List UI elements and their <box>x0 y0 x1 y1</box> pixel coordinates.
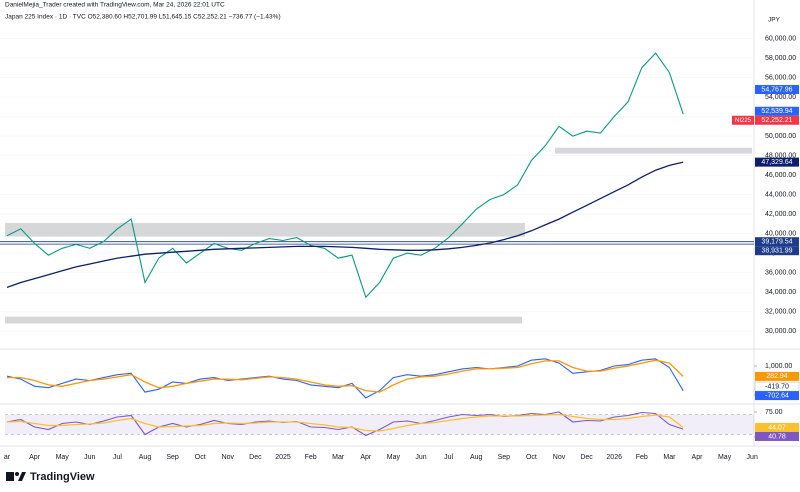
y-tick-label: 1,000.00 <box>765 363 792 370</box>
symbol-tag-label: NI225 <box>735 118 752 124</box>
x-tick-label: May <box>718 454 732 461</box>
price-tag <box>755 115 799 125</box>
price-tag <box>755 371 799 381</box>
price-tag-label: -702.64 <box>765 392 789 399</box>
price-tag <box>755 422 799 432</box>
y-tick-label: 56,000.00 <box>765 74 796 81</box>
x-tick-label: Jul <box>444 454 453 461</box>
series-line <box>6 413 684 432</box>
y-tick-label: 36,000.00 <box>765 270 796 277</box>
x-tick-label: May <box>56 454 70 461</box>
price-tag-label: 52,539.94 <box>761 108 792 115</box>
y-tick-label: 48,000.00 <box>765 152 796 159</box>
x-tick-label: Mar <box>663 454 676 461</box>
price-tag <box>755 106 799 116</box>
zone <box>5 316 522 324</box>
price-tag-label: 40.78 <box>768 433 786 440</box>
price-tag-label: 282.94 <box>766 373 788 380</box>
price-tag-label: 39,179.54 <box>761 239 792 246</box>
price-tag-label: 54,767.96 <box>761 86 792 93</box>
x-tick-label: Jun <box>747 454 758 461</box>
x-tick-label: 2025 <box>275 454 291 461</box>
x-tick-label: Jun <box>415 454 426 461</box>
price-tag <box>755 85 799 95</box>
y-tick-label: 54,000.00 <box>765 94 796 101</box>
x-tick-label: Nov <box>222 454 235 461</box>
x-tick-label: Apr <box>29 454 41 461</box>
y-tick-label: 32,000.00 <box>765 309 796 316</box>
x-tick-label: Apr <box>360 454 372 461</box>
y-tick-label: 58,000.00 <box>765 55 796 62</box>
y-tick-label: 34,000.00 <box>765 289 796 296</box>
y-tick-label: 75.00 <box>765 409 783 416</box>
logo: TradingView <box>6 471 95 483</box>
x-tick-label: Aug <box>139 454 152 461</box>
series-line <box>6 411 684 437</box>
price-tag <box>755 431 799 441</box>
x-tick-label: Sep <box>498 454 511 461</box>
x-tick-label: Oct <box>526 454 537 461</box>
price-tag <box>755 246 799 256</box>
price-tag <box>755 391 799 401</box>
price-tag-label: 38,931.99 <box>761 248 792 255</box>
x-tick-label: Jun <box>84 454 95 461</box>
x-tick-label: 2026 <box>606 454 622 461</box>
series-line <box>6 52 684 299</box>
y-tick-label: 30,000.00 <box>765 328 796 335</box>
x-tick-label: Feb <box>636 454 648 461</box>
price-tag-label: -419.70 <box>765 383 789 390</box>
x-tick-label: Dec <box>249 454 262 461</box>
x-tick-label: Jul <box>113 454 122 461</box>
x-tick-label: ar <box>4 454 11 461</box>
price-tag <box>755 157 799 167</box>
y-tick-label: 42,000.00 <box>765 211 796 218</box>
x-tick-label: Aug <box>470 454 483 461</box>
y-tick-label: 44,000.00 <box>765 191 796 198</box>
x-tick-label: Feb <box>305 454 317 461</box>
currency: JPY <box>768 17 781 24</box>
x-tick-label: Apr <box>692 454 704 461</box>
y-tick-label: 46,000.00 <box>765 172 796 179</box>
x-tick-label: May <box>387 454 401 461</box>
rsi-band <box>5 414 754 435</box>
zone <box>555 147 752 154</box>
price-tag <box>755 237 799 247</box>
series-line <box>7 359 684 393</box>
symbol-tag <box>732 115 754 125</box>
price-tag-label: 44.07 <box>768 424 786 431</box>
x-tick-label: Mar <box>332 454 345 461</box>
x-tick-label: Sep <box>166 454 179 461</box>
y-tick-label: 40,000.00 <box>765 231 796 238</box>
y-tick-label: 60,000.00 <box>765 35 796 42</box>
credit: DanielMejia_Trader created with TradingV… <box>5 2 225 9</box>
x-tick-label: Nov <box>553 454 566 461</box>
y-tick-label: 50,000.00 <box>765 133 796 140</box>
x-tick-label: Oct <box>195 454 206 461</box>
series-line <box>6 161 684 289</box>
symbol-info: Japan 225 Index · 1D · TVC O52,380.60 H5… <box>5 14 281 21</box>
x-tick-label: Dec <box>580 454 593 461</box>
brand: TradingView <box>30 471 95 483</box>
zone <box>5 222 525 237</box>
price-tag-label: 52,252.21 <box>761 117 792 124</box>
price-tag-label: 47,329.64 <box>761 159 792 166</box>
